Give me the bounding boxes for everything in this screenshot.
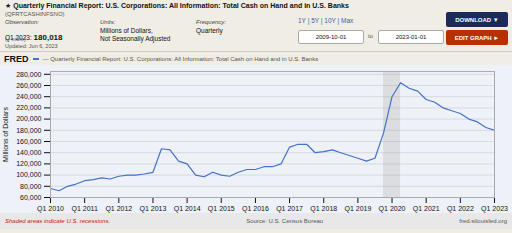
svg-text:100,000: 100,000 — [16, 171, 41, 178]
html-text:Not Seasonally Adjusted: Not Seasonally Adjusted — [100, 35, 171, 42]
svg-text:60,000: 60,000 — [20, 194, 42, 201]
html-text:Quarterly: Quarterly — [196, 27, 223, 34]
svg-text:Q1 2018: Q1 2018 — [310, 205, 337, 213]
html-text:2009-10-01: 2009-10-01 — [315, 34, 347, 40]
svg-text:Q1 2017: Q1 2017 — [276, 205, 303, 213]
svg-text:180,000: 180,000 — [16, 127, 41, 134]
svg-text:260,000: 260,000 — [16, 82, 41, 89]
html-text:DOWNLOAD ▼: DOWNLOAD ▼ — [455, 16, 499, 23]
svg-text:Q1 2011: Q1 2011 — [71, 205, 97, 213]
svg-text:140,000: 140,000 — [16, 149, 41, 156]
svg-text:220,000: 220,000 — [16, 104, 41, 111]
svg-text:Q1 2015: Q1 2015 — [208, 205, 235, 213]
svg-text:Q1 2023: Q1 2023 — [481, 205, 508, 213]
html-text:Updated: Jun 6, 2023: Updated: Jun 6, 2023 — [5, 43, 58, 49]
html-text:★ Quarterly Financial Report:: ★ Quarterly Financial Report: U.S. Corpo… — [5, 2, 349, 9]
html-text:Units:: Units: — [100, 19, 116, 25]
svg-text:Q1 2020: Q1 2020 — [379, 205, 406, 213]
svg-text:240,000: 240,000 — [16, 93, 41, 100]
html-text:Millions of Dollars,: Millions of Dollars, — [100, 27, 153, 34]
svg-text:Q1 2019: Q1 2019 — [344, 205, 371, 213]
html-text:to: to — [368, 33, 373, 39]
html-text:Source: U.S. Census Bureau: Source: U.S. Census Bureau — [246, 218, 324, 224]
html-text:EDIT GRAPH ►: EDIT GRAPH ► — [454, 34, 500, 41]
html-text:(QFRTCASHINFSNO): (QFRTCASHINFSNO) — [5, 11, 65, 17]
svg-text:200,000: 200,000 — [16, 115, 41, 122]
svg-text:280,000: 280,000 — [16, 71, 41, 78]
html-text:fred.stlouisfed.org: fred.stlouisfed.org — [459, 218, 507, 224]
html-text:1Y | 5Y | 10Y | Max: 1Y | 5Y | 10Y | Max — [298, 17, 354, 24]
svg-text:Q1 2022: Q1 2022 — [447, 205, 474, 213]
svg-text:Millions of Dollars: Millions of Dollars — [2, 107, 9, 162]
html-text:FRED: FRED — [4, 53, 29, 64]
svg-text:Q1 2013: Q1 2013 — [140, 205, 167, 213]
html-text:Shaded areas indicate U.S. rec: Shaded areas indicate U.S. recessions. — [5, 218, 111, 224]
svg-text:Q1 2012: Q1 2012 — [105, 205, 132, 213]
html-text:Frequency:: Frequency: — [196, 19, 226, 25]
svg-text:Q1 2021: Q1 2021 — [413, 205, 440, 213]
svg-text:Q1 2010: Q1 2010 — [37, 205, 64, 213]
svg-text:80,000: 80,000 — [20, 183, 42, 190]
html-text:(+ more): (+ more) — [5, 36, 26, 42]
html-text:2023-01-01: 2023-01-01 — [395, 34, 427, 40]
html-text:Q1 2023:180,018: Q1 2023:180,018 — [5, 33, 63, 42]
svg-text:120,000: 120,000 — [16, 160, 41, 167]
svg-text:Q1 2016: Q1 2016 — [242, 205, 269, 213]
svg-text:160,000: 160,000 — [16, 138, 41, 145]
html-text:— Quarterly Financial Report:: — Quarterly Financial Report: U.S. Corpo… — [42, 55, 319, 62]
svg-text:Q1 2014: Q1 2014 — [174, 205, 201, 213]
html-text:Observation:: Observation: — [5, 19, 39, 25]
